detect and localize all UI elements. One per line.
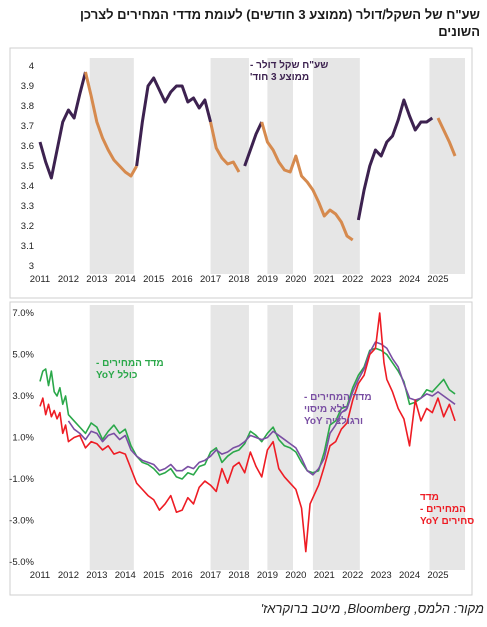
x-tick-label: 2012 bbox=[58, 570, 79, 581]
ils-usd-line-segment bbox=[243, 121, 264, 167]
series-annotation: ורגולציה YoY bbox=[304, 415, 363, 427]
x-tick-label: 2015 bbox=[143, 570, 164, 581]
ils-usd-line-segment bbox=[135, 76, 213, 167]
shaded-period-4 bbox=[312, 305, 360, 570]
x-tick-label: 2021 bbox=[314, 274, 335, 285]
y-tick-label: 3.6 bbox=[21, 141, 34, 152]
y-tick-label: 3.1 bbox=[21, 241, 34, 252]
series-annotation: כולל YoY bbox=[96, 369, 137, 381]
y-tick-label: 7.0% bbox=[12, 308, 34, 319]
series-line-2 bbox=[67, 341, 456, 476]
x-tick-label: 2011 bbox=[30, 570, 50, 581]
y-tick-label: 3 bbox=[29, 261, 34, 272]
ils-usd-chart: 4 3.9 3.8 3.7 3.6 3.5 3.4 3.3 3.2 3.1 3 2011 2012 201… bbox=[21, 58, 465, 285]
ils-usd-line-segment bbox=[209, 121, 241, 173]
y-tick-label: 1.0% bbox=[12, 433, 34, 444]
ils-usd-line-segment bbox=[356, 98, 434, 221]
x-tick-label: 2024 bbox=[399, 274, 420, 285]
x-tick-label: 2022 bbox=[342, 570, 363, 581]
y-tick-label: -3.0% bbox=[9, 516, 34, 527]
x-tick-label: 2013 bbox=[86, 274, 107, 285]
ils-usd-line-segment bbox=[436, 117, 457, 157]
series-annotation: שע"ח שקל דולר - bbox=[250, 59, 328, 71]
series-annotation: המחירים - bbox=[420, 504, 466, 515]
source-note: מקור: הלמס, Bloomberg, מיטב ברוקראז' bbox=[260, 601, 484, 616]
shaded-period-4 bbox=[312, 58, 360, 274]
ils-usd-line-segment bbox=[84, 71, 138, 178]
y-tick-label: 3.5 bbox=[21, 161, 34, 172]
x-tick-label: 2014 bbox=[115, 570, 136, 581]
y-tick-label: -5.0% bbox=[9, 557, 34, 568]
x-tick-label: 2019 bbox=[257, 274, 278, 285]
y-tick-label: 3.9 bbox=[21, 81, 34, 92]
x-tick-label: 2020 bbox=[285, 570, 306, 581]
ils-usd-line-segment bbox=[38, 71, 87, 180]
y-tick-label: 3.3 bbox=[21, 201, 34, 212]
x-tick-label: 2022 bbox=[342, 274, 363, 285]
shaded-period-1 bbox=[89, 58, 134, 274]
shaded-period-3 bbox=[267, 305, 294, 570]
x-tick-label: 2016 bbox=[172, 570, 193, 581]
x-tick-label: 2014 bbox=[115, 274, 136, 285]
x-tick-label: 2025 bbox=[427, 274, 448, 285]
ils-usd-line-segment bbox=[260, 121, 354, 242]
cpi-chart: 7.0% 5.0% 3.0% 1.0% -1.0% -3.0% -5.0% 2011 2012 2… bbox=[9, 305, 474, 581]
series-annotation: סחירים YoY bbox=[420, 516, 474, 527]
chart-title: שע"ח של השקל/דולר (ממוצע 3 חודשים) לעומת… bbox=[80, 7, 480, 39]
x-tick-label: 2018 bbox=[228, 274, 249, 285]
y-tick-label: 5.0% bbox=[12, 350, 34, 361]
y-tick-label: 3.7 bbox=[21, 121, 34, 132]
x-tick-label: 2013 bbox=[86, 570, 107, 581]
y-tick-label: 3.0% bbox=[12, 391, 34, 402]
x-tick-label: 2023 bbox=[371, 570, 392, 581]
series-annotation: מדד bbox=[420, 492, 439, 503]
y-tick-label: 4 bbox=[29, 61, 34, 72]
y-tick-label: 3.8 bbox=[21, 101, 34, 112]
x-tick-label: 2015 bbox=[143, 274, 164, 285]
x-tick-label: 2023 bbox=[371, 274, 392, 285]
x-tick-label: 2019 bbox=[257, 570, 278, 581]
shaded-period-1 bbox=[89, 305, 134, 570]
y-tick-label: -1.0% bbox=[9, 474, 34, 485]
series-line-1 bbox=[39, 347, 456, 480]
series-annotation: מדד המחירים - bbox=[304, 392, 372, 403]
x-tick-label: 2012 bbox=[58, 274, 79, 285]
x-tick-label: 2024 bbox=[399, 570, 420, 581]
x-tick-label: 2011 bbox=[30, 274, 50, 285]
series-annotation: מדד המחירים - bbox=[96, 358, 164, 369]
shaded-period-2 bbox=[210, 58, 249, 274]
x-tick-label: 2017 bbox=[200, 570, 221, 581]
y-tick-label: 3.4 bbox=[21, 181, 34, 192]
series-annotation: ממוצע 3 חוד' bbox=[250, 72, 309, 83]
x-tick-label: 2025 bbox=[427, 570, 448, 581]
x-tick-label: 2020 bbox=[285, 274, 306, 285]
x-tick-label: 2018 bbox=[228, 570, 249, 581]
x-tick-label: 2021 bbox=[314, 570, 335, 581]
y-tick-label: 3.2 bbox=[21, 221, 34, 232]
series-line-3 bbox=[39, 312, 456, 553]
shaded-period-5 bbox=[429, 58, 465, 274]
x-tick-label: 2016 bbox=[172, 274, 193, 285]
series-annotation: ללא מיסוי bbox=[304, 403, 348, 415]
shaded-period-5 bbox=[429, 305, 465, 570]
shaded-period-2 bbox=[210, 305, 249, 570]
x-tick-label: 2017 bbox=[200, 274, 221, 285]
